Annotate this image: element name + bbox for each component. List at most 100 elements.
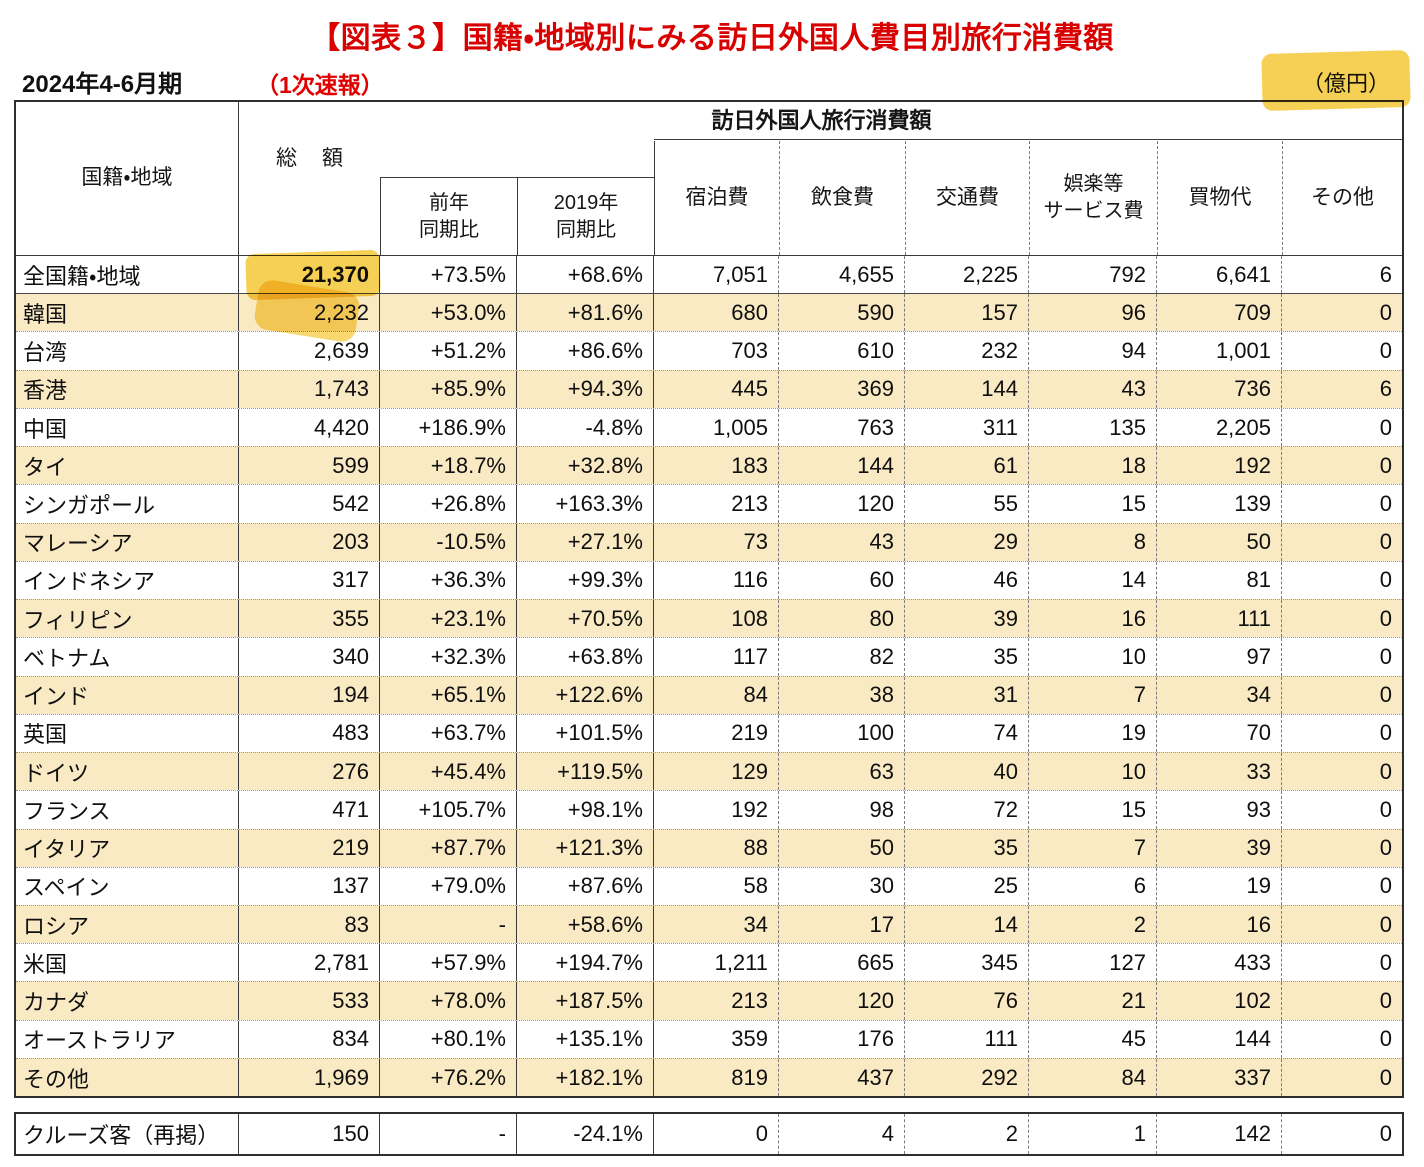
row-label: 台湾 <box>16 332 239 370</box>
table-cell: 120 <box>779 485 905 523</box>
table-cell: 116 <box>654 561 779 600</box>
table-cell: 31 <box>905 676 1029 714</box>
table-cell: 39 <box>1157 829 1282 867</box>
table-cell: 10 <box>1029 638 1157 676</box>
header-category-entertainment: 娯楽等 サービス費 <box>1029 140 1157 255</box>
table-row: その他 1,969 +76.2% +182.1% 819 437 292 84 337 0 <box>16 1057 1402 1097</box>
table-cell: +119.5% <box>517 753 654 791</box>
table-cell: 129 <box>654 753 779 791</box>
table-cell: 709 <box>1157 294 1282 332</box>
table-cell: 213 <box>654 485 779 523</box>
table-cell: 0 <box>1379 299 1392 325</box>
table-cell: 0 <box>1379 414 1392 440</box>
row-label: タイ <box>16 447 239 485</box>
table-cell: 4,420 <box>239 408 380 447</box>
table-cell: 590 <box>779 294 905 332</box>
table-cell: 1,001 <box>1157 332 1282 370</box>
table-cell: 111 <box>1157 600 1282 638</box>
table-row: 米国 2,781 +57.9% +194.7% 1,211 665 345 127 433 0 <box>16 943 1402 982</box>
table-cell: 665 <box>779 944 905 982</box>
table-cell: 471 <box>239 791 380 829</box>
table-cell: +63.7% <box>380 714 517 753</box>
table-cell: 157 <box>905 294 1029 332</box>
table-row: 英国 483 +63.7% +101.5% 219 100 74 19 70 0 <box>16 713 1402 753</box>
table-cell: +81.6% <box>517 294 654 332</box>
table-cell: 19 <box>1029 714 1157 753</box>
table-cell: 0 <box>1379 796 1392 822</box>
table-cell: 17 <box>779 905 905 944</box>
table-cell: 21,370 <box>239 256 380 294</box>
table-cell: 0 <box>654 1114 779 1154</box>
table-cell: 0 <box>1379 835 1392 861</box>
table-cell: +45.4% <box>380 753 517 791</box>
table-cell: 819 <box>654 1058 779 1097</box>
row-label: ベトナム <box>16 638 239 676</box>
row-label: 韓国 <box>16 294 239 332</box>
header-category-transport: 交通費 <box>905 140 1029 255</box>
table-cell: 0 <box>1379 1064 1392 1090</box>
table-cell: +32.8% <box>517 447 654 485</box>
table-cell: 150 <box>239 1114 380 1154</box>
row-label: インドネシア <box>16 561 239 600</box>
preliminary-note: （1次速報） <box>256 72 384 98</box>
table-cell: 0 <box>1379 567 1392 593</box>
table-cell: +101.5% <box>517 714 654 753</box>
table-cell: 117 <box>654 638 779 676</box>
table-cell: +70.5% <box>517 600 654 638</box>
table-row: 台湾 2,639 +51.2% +86.6% 703 610 232 94 1,001 0 <box>16 331 1402 370</box>
table-cell: 736 <box>1157 370 1282 408</box>
row-label: フィリピン <box>16 600 239 638</box>
table-cell: 34 <box>1157 676 1282 714</box>
table-cell: 80 <box>779 600 905 638</box>
table-cell: 10 <box>1029 753 1157 791</box>
table-row: 香港 1,743 +85.9% +94.3% 445 369 144 43 736 6 <box>16 369 1402 408</box>
table-cell: 100 <box>779 714 905 753</box>
table-cell: 111 <box>905 1020 1029 1058</box>
table-cell: 43 <box>779 523 905 561</box>
row-label: スペイン <box>16 867 239 905</box>
table-cell: 311 <box>905 408 1029 447</box>
table-cell: 0 <box>1379 988 1392 1014</box>
table-cell: 0 <box>1379 529 1392 555</box>
row-label: インド <box>16 676 239 714</box>
table-cell: 2,205 <box>1157 408 1282 447</box>
table-cell: +53.0% <box>380 294 517 332</box>
table-cell: 359 <box>654 1020 779 1058</box>
table-cell: 340 <box>239 638 380 676</box>
table-cell: +58.6% <box>517 905 654 944</box>
table-cell: 6 <box>1029 867 1157 905</box>
table-row: 中国 4,420 +186.9% -4.8% 1,005 763 311 135 2,205 0 <box>16 407 1402 447</box>
table-cell: 19 <box>1157 867 1282 905</box>
table-cell: 6 <box>1379 376 1392 402</box>
table-cell: +94.3% <box>517 370 654 408</box>
table-cell: 0 <box>1379 605 1392 631</box>
table-cell: 4 <box>779 1114 905 1154</box>
table-cell: 0 <box>1379 758 1392 784</box>
header-span-consumption: 訪日外国人旅行消費額 <box>711 108 932 134</box>
table-cell: 317 <box>239 561 380 600</box>
table-row: 全国籍・地域 21,370 +73.5% +68.6% 7,051 4,655 2,225 7… <box>16 256 1402 294</box>
row-label: 香港 <box>16 370 239 408</box>
table-cell: 84 <box>1029 1058 1157 1097</box>
table-row: イタリア 219 +87.7% +121.3% 88 50 35 7 39 0 <box>16 828 1402 867</box>
table-cell: 0 <box>1379 873 1392 899</box>
header-category-food: 飲食費 <box>779 140 905 255</box>
table-cell: - <box>380 1114 517 1154</box>
table-cell: +23.1% <box>380 600 517 638</box>
table-cell: 203 <box>239 523 380 561</box>
table-cell: 6,641 <box>1157 256 1282 294</box>
table-cell: 15 <box>1029 485 1157 523</box>
table-cell: 2 <box>1029 905 1157 944</box>
table-cell: 1,005 <box>654 408 779 447</box>
table-cell: +76.2% <box>380 1058 517 1097</box>
row-label: オーストラリア <box>16 1020 239 1058</box>
table-cell: 88 <box>654 829 779 867</box>
table-cell: 232 <box>905 332 1029 370</box>
table-cell: +65.1% <box>380 676 517 714</box>
row-label: クルーズ客（再掲） <box>16 1114 239 1154</box>
table-cell: +27.1% <box>517 523 654 561</box>
table-cell: 82 <box>779 638 905 676</box>
table-cell: 94 <box>1029 332 1157 370</box>
table-cell: -10.5% <box>380 523 517 561</box>
table-row: マレーシア 203 -10.5% +27.1% 73 43 29 8 50 0 <box>16 522 1402 561</box>
